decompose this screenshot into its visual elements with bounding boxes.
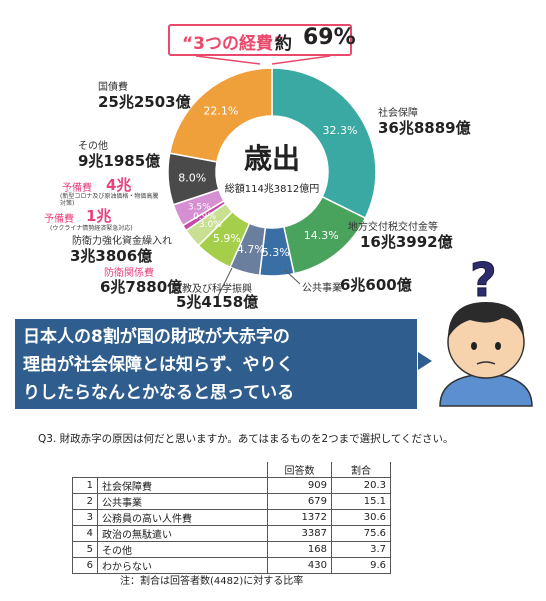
banner-connector-left	[195, 55, 261, 65]
row-item: 公務員の高い人件費	[97, 509, 268, 526]
label-debt-service-amount: 25兆2503億	[98, 93, 191, 111]
label-other-amount: 9兆1985億	[78, 152, 161, 170]
question-mark-icon: ?	[470, 256, 497, 307]
label-local-tax-amount: 16兆3992億	[360, 233, 453, 251]
row-number: 6	[72, 557, 98, 574]
row-number: 2	[72, 493, 98, 510]
slice-pct-label-0: 32.3%	[322, 124, 357, 137]
shirt	[439, 373, 533, 407]
donut-slices	[167, 67, 377, 277]
label-education-amount: 5兆4158億	[176, 293, 259, 311]
label-social-security-amount: 36兆8889億	[378, 119, 471, 137]
slice-percent-labels: 32.3% 14.3% 5.3%4.7%5.9% 3.0%0.9%3.5% 8.0% 22…	[178, 105, 357, 259]
left-eye	[471, 342, 477, 350]
slice-pct-label-7: 3.5%	[188, 202, 211, 212]
row-count: 1372	[267, 509, 332, 526]
banner-connector-right	[271, 55, 331, 65]
label-defense-amount: 6兆7880億	[100, 278, 183, 296]
right-eye	[495, 342, 501, 350]
label-reserve-covid-sub: (新型コロナ及び原油価格・物価高騰対策)	[60, 193, 159, 207]
slice-pct-label-6: 0.9%	[193, 212, 216, 222]
slice-pct-label-2: 5.3%	[262, 246, 290, 259]
header-blank	[98, 462, 268, 478]
table-row: 3 公務員の高い人件費 1372 30.6	[72, 509, 391, 526]
row-item: 社会保障費	[97, 477, 268, 494]
row-item: その他	[97, 541, 268, 558]
row-number: 3	[72, 509, 98, 526]
mouth	[476, 361, 496, 365]
survey-table: 回答数 割合 1 社会保障費 909 20.3 2 公共事業 679 15.1 3 公務員の高い人…	[72, 462, 391, 574]
label-defense-name: 防衛関係費	[104, 268, 154, 279]
row-number: 1	[72, 477, 98, 494]
center-total: 総額114兆3812億円	[225, 182, 320, 195]
table-header-row: 回答数 割合	[73, 462, 391, 478]
row-count: 679	[267, 493, 332, 510]
label-reserve-ukraine-name: 予備費	[44, 214, 74, 225]
label-reserve-covid-amount: 4兆	[106, 176, 132, 194]
row-number: 5	[72, 541, 98, 558]
row-count: 168	[267, 541, 332, 558]
header-ratio: 割合	[331, 462, 391, 478]
row-item: 公共事業	[97, 493, 268, 510]
highlight-banner	[168, 24, 352, 56]
row-ratio: 75.6	[331, 525, 391, 542]
message-line-2: 理由が社会保障とは知らず、やりく	[23, 355, 294, 375]
slice-0	[271, 67, 377, 220]
row-ratio: 15.1	[331, 493, 391, 510]
slice-pct-label-9: 22.1%	[203, 105, 238, 118]
label-defense-fund-amount: 3兆3806億	[70, 247, 153, 265]
label-reserve-ukraine-amount: 1兆	[86, 207, 112, 225]
table-row: 1 社会保障費 909 20.3	[72, 477, 391, 494]
banner-percentage: 69%	[303, 25, 356, 50]
row-count: 430	[267, 557, 332, 574]
label-public-works-name: 公共事業	[302, 283, 342, 294]
row-item: 政治の無駄遣い	[97, 525, 268, 542]
table-row: 6 わからない 430 9.6	[72, 557, 391, 574]
row-ratio: 3.7	[331, 541, 391, 558]
row-count: 3387	[267, 525, 332, 542]
table-row: 4 政治の無駄遣い 3387 75.6	[72, 525, 391, 542]
label-education-name: 文教及び科学振興	[172, 284, 252, 295]
slice-pct-label-3: 4.7%	[237, 243, 265, 256]
row-number: 4	[72, 525, 98, 542]
confused-person-illustration: ?	[439, 256, 533, 407]
slice-pct-label-1: 14.3%	[304, 229, 339, 242]
label-debt-service-name: 国債費	[98, 82, 128, 93]
label-local-tax-name: 地方交付税交付金等	[348, 222, 438, 233]
banner-approx: 約	[275, 34, 292, 54]
speech-bubble-tail	[418, 352, 432, 370]
message-box: 日本人の8割が国の財政が大赤字の 理由が社会保障とは知らず、やりく りしたらなん…	[12, 316, 420, 412]
leader-line-public-works	[284, 269, 301, 285]
hair	[448, 302, 524, 338]
row-ratio: 20.3	[331, 477, 391, 494]
row-ratio: 9.6	[331, 557, 391, 574]
survey-question: Q3. 財政赤字の原因は何だと思いますか。あてはまるものを2つまで選択してくださ…	[38, 433, 454, 445]
label-reserve-ukraine-sub: (ウクライナ情勢経済緊急対応)	[50, 225, 133, 232]
label-reserve-covid-name: 予備費	[62, 183, 92, 194]
message-line-1: 日本人の8割が国の財政が大赤字の	[23, 327, 290, 347]
label-social-security-name: 社会保障	[378, 108, 418, 119]
label-other-name: その他	[78, 141, 108, 152]
budget-donut-chart: 32.3% 14.3% 5.3%4.7%5.9% 3.0%0.9%3.5% 8.0% 22…	[167, 55, 377, 297]
slice-pct-label-8: 8.0%	[178, 172, 206, 185]
center-title: 歳出	[244, 142, 300, 175]
slice-pct-label-5: 3.0%	[199, 220, 222, 230]
table-row: 2 公共事業 679 15.1	[72, 493, 391, 510]
row-ratio: 30.6	[331, 509, 391, 526]
header-count: 回答数	[267, 462, 332, 478]
message-line-3: りしたらなんとかなると思っている	[23, 383, 295, 403]
header-blank	[73, 462, 98, 478]
slice-9	[168, 67, 273, 163]
leader-line-education	[217, 267, 233, 297]
slice-pct-label-4: 5.9%	[213, 232, 241, 245]
banner-quote: “3つの経費”	[182, 34, 285, 54]
label-public-works-amount: 6兆600億	[340, 276, 412, 294]
survey-note: 注：割合は回答者数(4482)に対する比率	[120, 576, 304, 587]
survey-table-body: 1 社会保障費 909 20.3 2 公共事業 679 15.1 3 公務員の高い人件費 1372 3…	[72, 477, 391, 574]
row-count: 909	[267, 477, 332, 494]
label-defense-fund-name: 防衛力強化資金繰入れ	[72, 236, 172, 247]
table-row: 5 その他 168 3.7	[72, 541, 391, 558]
